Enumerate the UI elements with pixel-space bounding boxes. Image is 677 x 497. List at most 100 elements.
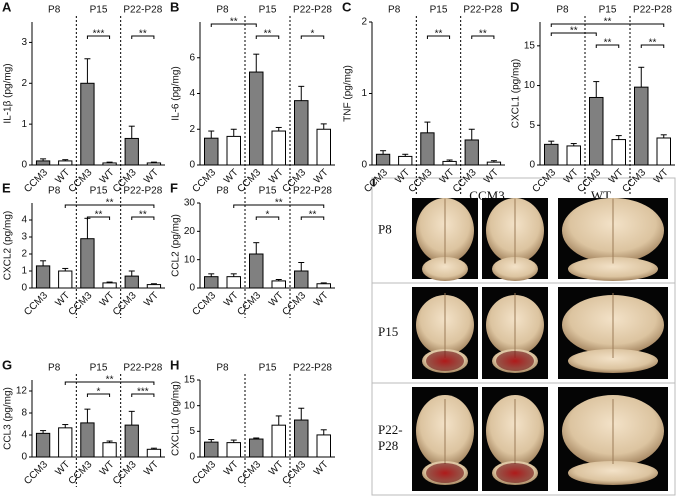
panel-label: G — [2, 357, 12, 372]
y-tick-label: 1 — [361, 88, 367, 99]
row-label: P8 — [378, 221, 392, 236]
significance-label: ** — [139, 210, 147, 221]
y-tick-label: 4 — [21, 430, 27, 441]
bar — [58, 160, 73, 166]
panel-label: C — [342, 0, 352, 14]
y-tick-label: 2 — [21, 249, 27, 260]
significance-bracket — [595, 44, 620, 48]
x-tick-label: WT — [142, 290, 161, 309]
y-axis-label: IL-6 (pg/mg) — [171, 66, 182, 120]
group-label: P8 — [216, 363, 229, 374]
x-tick-label: CCM3 — [22, 290, 50, 318]
brain-cerebellum — [568, 349, 658, 373]
panel-label: I — [372, 174, 376, 189]
panel-label: F — [170, 180, 178, 195]
bar — [58, 270, 73, 289]
bar — [58, 427, 73, 458]
x-tick-label: CCM3 — [407, 167, 435, 195]
bar — [204, 276, 219, 289]
bar — [566, 145, 581, 166]
group-label: P8 — [48, 5, 61, 16]
bar — [80, 82, 95, 166]
bar — [102, 282, 117, 289]
y-tick-label: 15 — [184, 375, 196, 386]
bar — [146, 284, 162, 289]
significance-label: ** — [139, 29, 147, 40]
row-label: P15 — [378, 324, 398, 339]
group-label: P15 — [259, 363, 277, 374]
bar — [316, 283, 331, 289]
group-label: P15 — [259, 186, 277, 197]
x-tick-label: WT — [562, 167, 581, 186]
bar — [544, 143, 559, 166]
x-tick-label: WT — [482, 167, 501, 186]
bar — [486, 161, 502, 166]
bar — [249, 438, 264, 458]
x-tick-label: CCM3 — [111, 459, 139, 487]
group-label: P15 — [90, 5, 108, 16]
x-tick-label: CCM3 — [22, 167, 50, 195]
bar — [226, 276, 241, 289]
group-label: P22-P28 — [293, 5, 332, 16]
y-tick-label: 0 — [21, 160, 27, 171]
bar — [634, 86, 649, 166]
bar — [146, 448, 162, 458]
group-label: P8 — [48, 363, 61, 374]
bar — [316, 128, 331, 166]
significance-label: ** — [649, 38, 657, 49]
group-label: P22-P28 — [123, 186, 162, 197]
hemorrhage — [426, 351, 464, 371]
bar — [204, 137, 219, 166]
y-tick-label: 0 — [189, 452, 195, 463]
group-label: P15 — [259, 5, 277, 16]
bar — [226, 442, 241, 458]
brain-cerebellum — [568, 461, 658, 485]
significance-label: ** — [106, 375, 114, 386]
y-tick-label: 0 — [21, 452, 27, 463]
bar — [124, 424, 139, 458]
panel-label: E — [2, 180, 11, 195]
significance-bracket — [86, 216, 111, 220]
significance-bracket — [471, 35, 495, 39]
bar — [226, 135, 241, 166]
significance-bracket — [131, 393, 155, 397]
x-tick-label: CCM3 — [67, 459, 95, 487]
bar — [124, 137, 139, 166]
significance-label: *** — [137, 387, 149, 398]
group-label: P8 — [48, 186, 61, 197]
x-tick-label: WT — [222, 167, 241, 186]
significance-bracket — [550, 23, 665, 27]
significance-label: ** — [604, 17, 612, 28]
y-tick-label: 4 — [189, 88, 195, 99]
y-tick-label: 12 — [16, 386, 28, 397]
significance-label: ** — [435, 29, 443, 40]
bar — [294, 270, 309, 289]
y-tick-label: 5 — [529, 120, 535, 131]
group-label: P8 — [556, 5, 569, 16]
brain-cerebellum — [492, 257, 538, 281]
panel-label: H — [170, 357, 179, 372]
significance-label: ** — [95, 210, 103, 221]
significance-bracket — [300, 216, 325, 220]
bar — [35, 432, 51, 458]
bar — [420, 132, 435, 166]
significance-bracket — [210, 23, 257, 27]
y-tick-label: 0 — [189, 283, 195, 294]
row-label: P22- — [378, 422, 403, 437]
x-tick-label: CCM3 — [190, 290, 218, 318]
x-tick-label: CCM3 — [111, 290, 139, 318]
y-tick-label: 1 — [21, 266, 27, 277]
panel-label: B — [170, 0, 179, 14]
y-tick-label: 2 — [361, 17, 367, 28]
x-tick-label: WT — [142, 167, 161, 186]
significance-label: * — [266, 210, 270, 221]
y-tick-label: 10 — [184, 400, 196, 411]
brain-cerebellum — [568, 257, 658, 281]
panel-frame — [371, 177, 676, 496]
group-label: P15 — [599, 5, 617, 16]
bar — [442, 160, 457, 166]
significance-label: ** — [604, 38, 612, 49]
y-tick-label: 1 — [21, 119, 27, 130]
